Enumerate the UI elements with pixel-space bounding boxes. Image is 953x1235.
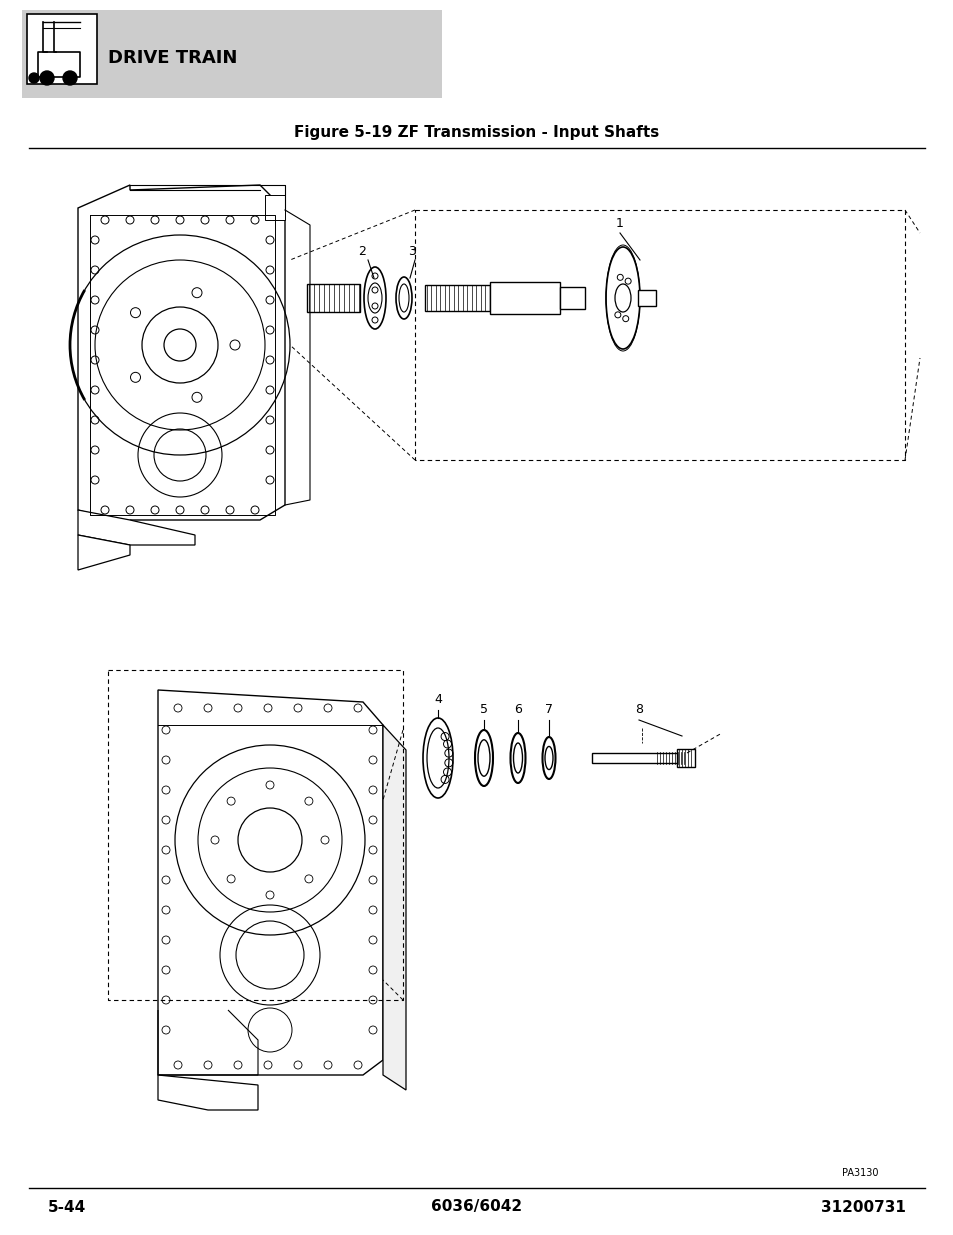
Text: Figure 5-19 ZF Transmission - Input Shafts: Figure 5-19 ZF Transmission - Input Shaf… xyxy=(294,126,659,141)
Text: 6036/6042: 6036/6042 xyxy=(431,1199,522,1214)
Bar xyxy=(677,748,695,767)
Bar xyxy=(424,285,490,311)
Ellipse shape xyxy=(607,257,638,338)
Text: 5-44: 5-44 xyxy=(48,1199,86,1214)
Circle shape xyxy=(63,70,77,85)
Text: 8: 8 xyxy=(635,703,642,716)
Polygon shape xyxy=(78,185,285,525)
Bar xyxy=(559,287,584,309)
FancyBboxPatch shape xyxy=(22,10,441,98)
Polygon shape xyxy=(78,535,130,571)
Ellipse shape xyxy=(513,743,522,773)
Ellipse shape xyxy=(364,267,386,329)
Polygon shape xyxy=(158,1074,257,1110)
Text: 3: 3 xyxy=(408,245,416,258)
Polygon shape xyxy=(78,510,194,545)
Bar xyxy=(27,14,97,84)
Text: 6: 6 xyxy=(514,703,521,716)
Bar xyxy=(638,290,656,306)
Text: 1: 1 xyxy=(616,217,623,230)
Bar xyxy=(307,284,359,312)
Ellipse shape xyxy=(615,284,630,312)
Ellipse shape xyxy=(542,737,555,779)
Circle shape xyxy=(40,70,54,85)
Bar xyxy=(265,195,285,220)
Text: 2: 2 xyxy=(357,245,366,258)
Text: 4: 4 xyxy=(434,693,441,706)
Text: DRIVE TRAIN: DRIVE TRAIN xyxy=(108,49,237,67)
Ellipse shape xyxy=(477,740,490,777)
Ellipse shape xyxy=(398,284,409,312)
Ellipse shape xyxy=(544,746,553,769)
Polygon shape xyxy=(158,690,382,1074)
Text: 31200731: 31200731 xyxy=(821,1199,905,1214)
Ellipse shape xyxy=(368,283,381,312)
Circle shape xyxy=(29,73,39,83)
Bar xyxy=(490,282,559,314)
Bar xyxy=(592,753,686,763)
Ellipse shape xyxy=(422,718,453,798)
Polygon shape xyxy=(382,725,406,1091)
Ellipse shape xyxy=(605,247,639,350)
Ellipse shape xyxy=(510,734,525,783)
Ellipse shape xyxy=(395,277,412,319)
Text: 7: 7 xyxy=(544,703,553,716)
Text: PA3130: PA3130 xyxy=(841,1168,878,1178)
Ellipse shape xyxy=(475,730,493,785)
Text: 5: 5 xyxy=(479,703,488,716)
